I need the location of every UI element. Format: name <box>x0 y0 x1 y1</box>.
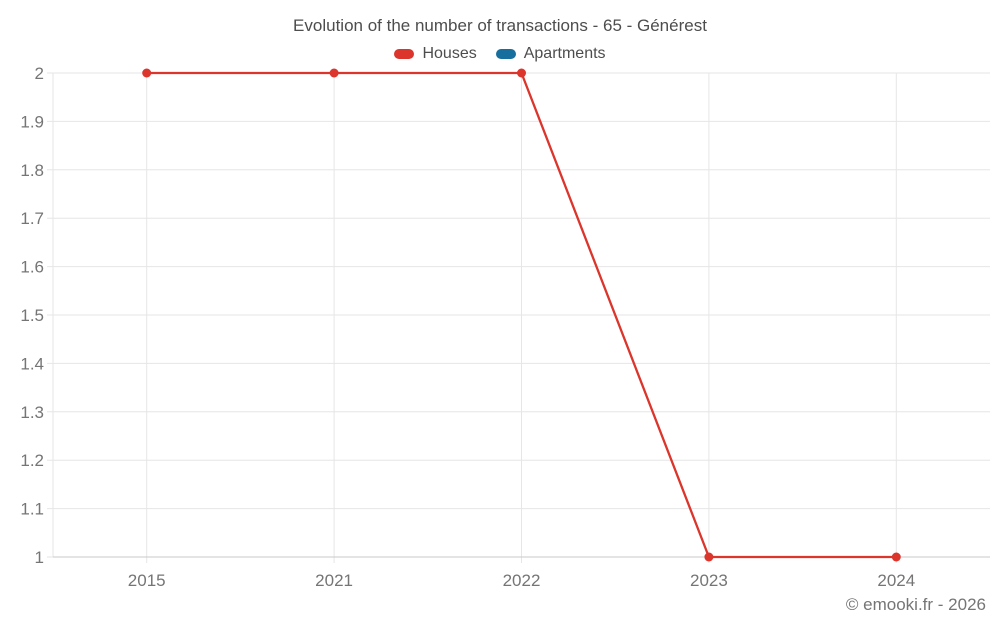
y-tick-label: 1.3 <box>20 403 44 422</box>
y-tick-label: 1.2 <box>20 451 44 470</box>
x-tick-label: 2022 <box>503 571 541 590</box>
y-tick-label: 1.4 <box>20 354 44 373</box>
data-point-marker[interactable] <box>704 552 714 562</box>
x-tick-label: 2024 <box>877 571 915 590</box>
data-point-marker[interactable] <box>329 68 339 78</box>
y-tick-label: 1.1 <box>20 500 44 519</box>
y-tick-label: 1.9 <box>20 112 44 131</box>
chart-title: Evolution of the number of transactions … <box>293 16 707 35</box>
data-point-marker[interactable] <box>517 68 526 78</box>
copyright-text: © emooki.fr - 2026 <box>845 595 986 614</box>
y-tick-label: 1 <box>35 548 44 567</box>
x-tick-label: 2015 <box>128 571 166 590</box>
y-tick-label: 1.8 <box>20 161 44 180</box>
apartments-legend-swatch <box>495 49 516 59</box>
legend-item-apartments[interactable]: Apartments <box>495 45 606 63</box>
y-tick-label: 1.5 <box>20 306 44 325</box>
apartments-legend-label: Apartments <box>523 45 606 62</box>
y-tick-label: 2 <box>35 64 44 83</box>
x-tick-label: 2021 <box>315 571 353 590</box>
data-point-marker[interactable] <box>891 552 901 562</box>
houses-legend-swatch <box>394 49 415 59</box>
legend-item-houses[interactable]: Houses <box>394 45 477 63</box>
y-tick-label: 1.7 <box>20 209 44 228</box>
data-point-marker[interactable] <box>142 68 152 78</box>
houses-legend-label: Houses <box>422 45 477 62</box>
x-tick-label: 2023 <box>690 571 728 590</box>
y-tick-label: 1.6 <box>20 258 44 277</box>
chart-legend: Houses Apartments <box>0 45 1000 63</box>
